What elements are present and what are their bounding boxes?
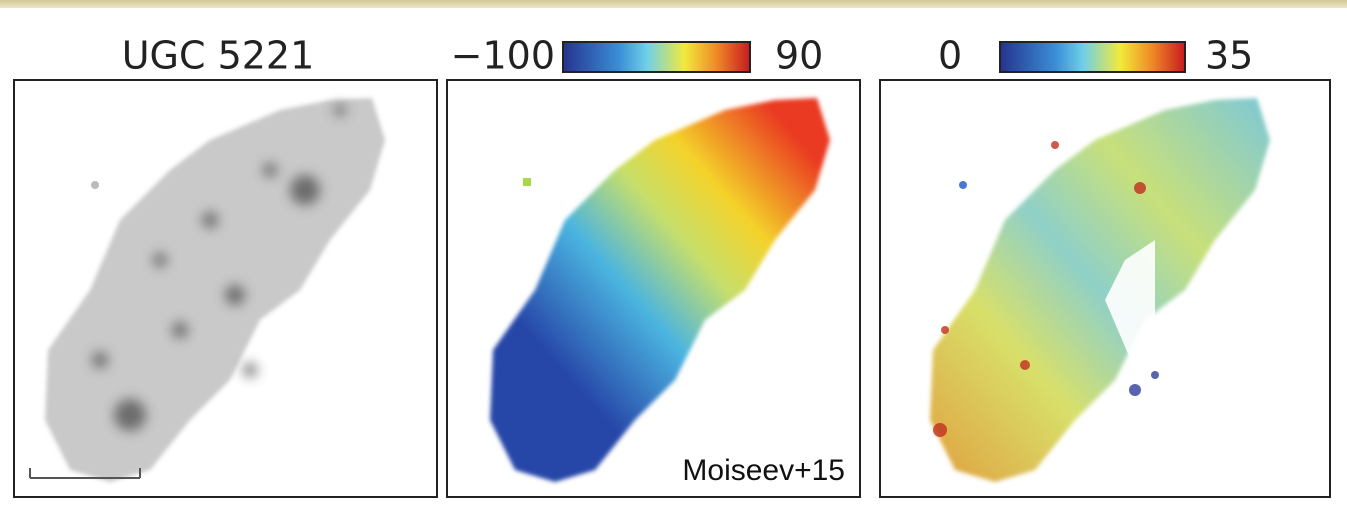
colorbar [1000, 42, 1185, 72]
annotation: Moiseev+15 [682, 454, 845, 487]
colorbar [563, 42, 750, 72]
figure: UGC 5221 −100 90 Moiseev+15 0 35 [0, 0, 1347, 509]
colorbar-max-label: 90 [775, 34, 823, 78]
colorbar-max-label: 35 [1205, 34, 1253, 78]
colorbar-min-label: 0 [938, 34, 962, 78]
colorbar-min-label: −100 [451, 34, 555, 78]
top-band [0, 0, 1347, 8]
panel-title: UGC 5221 [122, 34, 315, 78]
